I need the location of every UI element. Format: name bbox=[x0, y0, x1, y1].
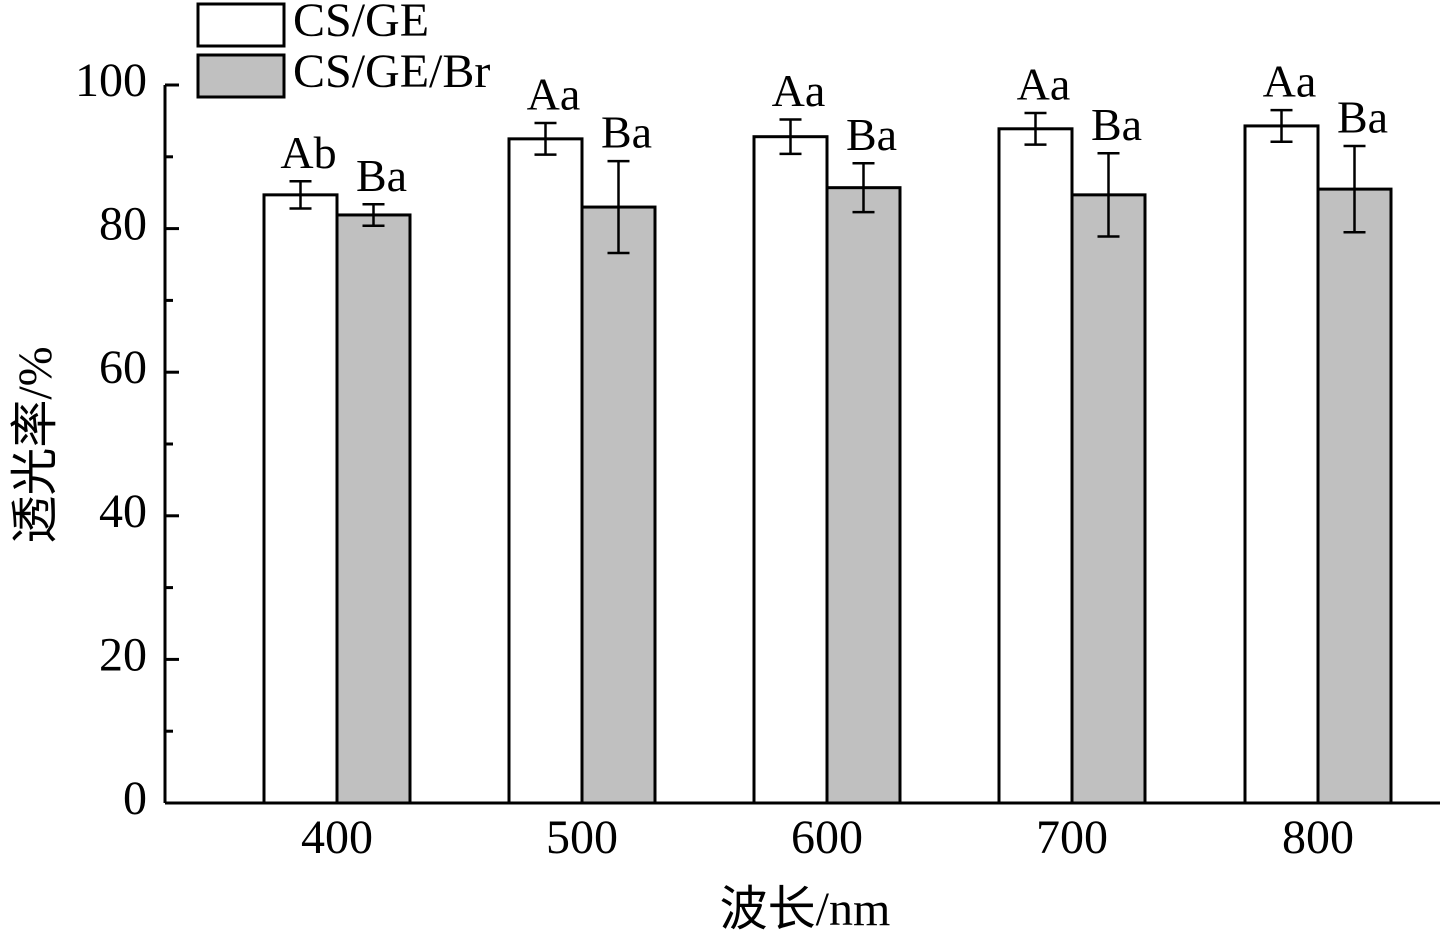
error-bar bbox=[289, 179, 312, 210]
bar-annotation: Ba bbox=[601, 107, 652, 158]
legend-swatch bbox=[196, 2, 286, 48]
x-tick-label: 600 bbox=[791, 811, 863, 864]
error-bar bbox=[1097, 151, 1120, 238]
bar-annotation: Ba bbox=[356, 150, 407, 201]
error-bar bbox=[779, 118, 802, 156]
y-tick-label: 60 bbox=[99, 341, 147, 394]
y-axis-label: 透光率/% bbox=[9, 346, 62, 543]
y-tick-label: 20 bbox=[99, 628, 147, 681]
x-tick-label: 400 bbox=[301, 811, 373, 864]
x-axis-label: 波长/nm bbox=[720, 883, 891, 936]
error-bar bbox=[607, 159, 630, 255]
bar bbox=[507, 137, 584, 805]
bar-annotation: Ba bbox=[846, 109, 897, 160]
bar-annotation: Aa bbox=[1017, 59, 1071, 110]
bar bbox=[1243, 124, 1320, 805]
x-tick-label: 700 bbox=[1036, 811, 1108, 864]
y-tick-label: 40 bbox=[99, 485, 147, 538]
y-tick-label: 0 bbox=[123, 772, 147, 825]
bar-annotation: Ba bbox=[1337, 92, 1388, 143]
bar bbox=[752, 135, 829, 805]
error-bar bbox=[1024, 111, 1047, 146]
legend-label: CS/GE/Br bbox=[293, 45, 490, 98]
error-bar bbox=[1343, 144, 1366, 234]
bar-annotation: Aa bbox=[772, 65, 826, 116]
bar bbox=[580, 205, 657, 805]
y-tick-label: 80 bbox=[99, 198, 147, 251]
bar bbox=[262, 193, 339, 805]
legend-swatch bbox=[196, 53, 286, 99]
bar bbox=[997, 127, 1074, 805]
bar-annotation: Aa bbox=[1263, 56, 1317, 107]
bar bbox=[825, 186, 902, 805]
x-tick-label: 800 bbox=[1282, 811, 1354, 864]
y-tick-label: 100 bbox=[75, 54, 147, 107]
error-bar bbox=[852, 162, 875, 214]
bar bbox=[1070, 193, 1147, 805]
x-tick-label: 500 bbox=[546, 811, 618, 864]
legend-label: CS/GE bbox=[293, 0, 429, 47]
bar bbox=[1316, 187, 1393, 805]
error-bar bbox=[362, 202, 385, 227]
bar-annotation: Ab bbox=[280, 127, 336, 178]
error-bar bbox=[534, 121, 557, 156]
bar-annotation: Aa bbox=[527, 69, 581, 120]
bar-annotation: Ba bbox=[1091, 99, 1142, 150]
bar bbox=[335, 213, 412, 805]
error-bar bbox=[1270, 108, 1293, 143]
